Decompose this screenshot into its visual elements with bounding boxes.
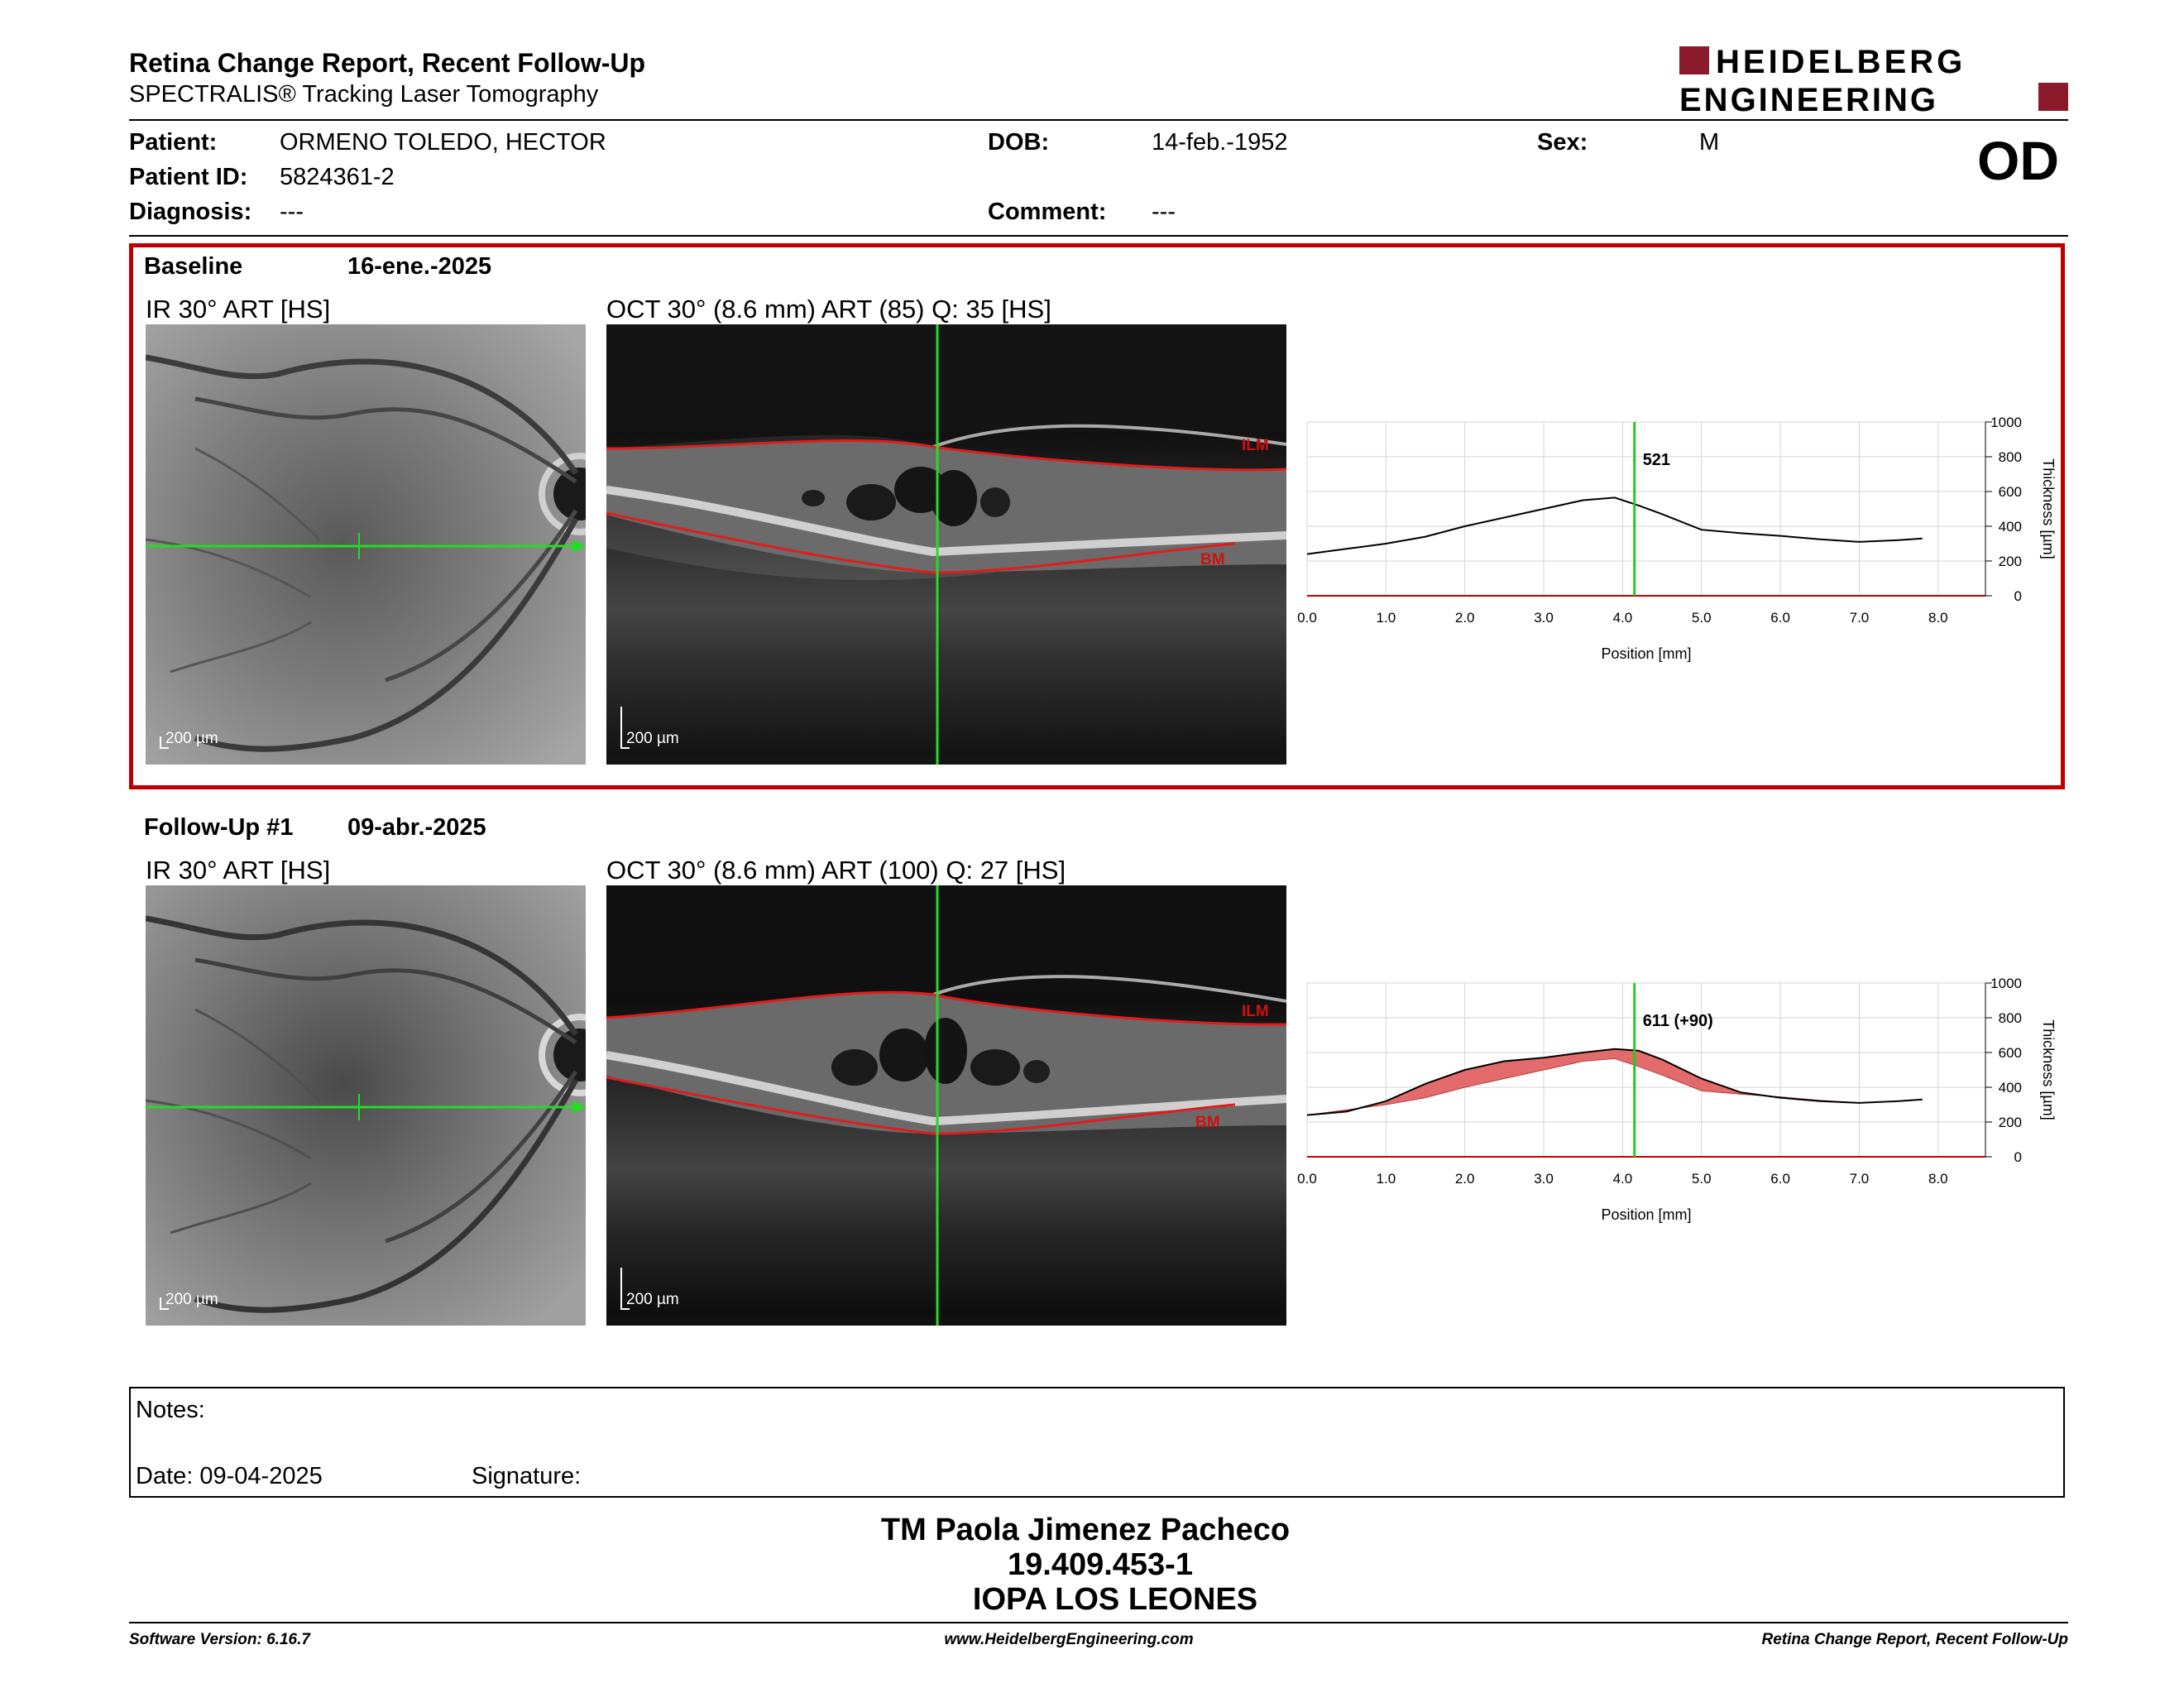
followup-oct-bscan-image[interactable]: ILM BM 200 µm [606,885,1286,1326]
comment-value: --- [1152,199,1176,225]
x-tick-label: 1.0 [1377,610,1396,626]
x-axis-title: Position [mm] [1601,645,1691,662]
eye-indicator: OD [1977,130,2059,191]
followup-oct-title: OCT 30° (8.6 mm) ART (100) Q: 27 [HS] [606,856,1066,885]
y-tick-label: 400 [1999,519,2022,535]
series-line [1306,1048,1923,1116]
svg-text:200 µm: 200 µm [626,730,679,747]
footer-rule [129,1622,2068,1623]
y-tick-label: 200 [1999,554,2022,569]
x-tick-label: 4.0 [1613,610,1633,626]
followup-date: 09-abr.-2025 [347,814,486,841]
svg-text:HEIDELBERG: HEIDELBERG [1716,44,1966,80]
signature-label: Signature: [472,1463,582,1489]
sex-label: Sex: [1537,129,1588,156]
followup-thickness-chart[interactable]: 0.0 1.0 2.0 3.0 4.0 5.0 6.0 7.0 8.0 0 200 400 600 800… [1274,966,2068,1231]
notes-label: Notes: [136,1397,205,1423]
footer-report-name: Retina Change Report, Recent Follow-Up [1761,1631,2068,1648]
patient-label: Patient: [129,129,218,156]
y-tick-label: 1000 [1990,976,2022,991]
y-tick-label: 600 [1999,484,2022,500]
dob-value: 14-feb.-1952 [1152,129,1288,156]
svg-text:ILM: ILM [1242,437,1269,454]
svg-text:200 µm: 200 µm [626,1291,679,1308]
y-axis-title: Thickness [µm] [2040,1019,2057,1120]
y-tick-label: 0 [2014,588,2022,604]
baseline-oct-title: OCT 30° (8.6 mm) ART (85) Q: 35 [HS] [606,295,1051,324]
cursor-value-label: 611 (+90) [1643,1012,1713,1030]
technician-name: TM Paola Jimenez Pacheco [880,1513,1291,1547]
baseline-ir-title: IR 30° ART [HS] [146,295,331,324]
notes-box[interactable]: Notes: Date: 09-04-2025 Signature: [129,1387,2065,1498]
baseline-oct-bscan-image[interactable]: ILM BM 200 µm [606,324,1286,765]
x-tick-label: 8.0 [1928,610,1948,626]
x-tick-label: 7.0 [1850,1171,1870,1187]
x-tick-label: 8.0 [1928,1171,1948,1187]
baseline-thickness-chart[interactable]: 0.0 1.0 2.0 3.0 4.0 5.0 6.0 7.0 8.0 0 200 400 600 800… [1274,405,2068,670]
header-rule [129,119,2068,121]
x-tick-label: 1.0 [1377,1171,1396,1187]
y-tick-label: 1000 [1990,415,2022,430]
x-tick-label: 4.0 [1613,1171,1633,1187]
svg-text:200 µm: 200 µm [165,730,218,747]
followup-ir-title: IR 30° ART [HS] [146,856,331,885]
svg-text:ILM: ILM [1242,1003,1269,1020]
patient-name: ORMENO TOLEDO, HECTOR [280,129,606,156]
report-subtitle: SPECTRALIS® Tracking Laser Tomography [129,81,599,108]
x-tick-label: 6.0 [1770,610,1790,626]
x-axis-title: Position [mm] [1601,1206,1691,1223]
svg-text:BM: BM [1200,551,1225,568]
website-link[interactable]: www.HeidelbergEngineering.com [944,1631,1194,1648]
cursor-value-label: 521 [1643,451,1670,469]
svg-text:ENGINEERING: ENGINEERING [1679,82,1938,117]
x-tick-label: 7.0 [1850,610,1870,626]
baseline-label: Baseline [144,253,243,280]
y-tick-label: 600 [1999,1045,2022,1061]
x-tick-label: 2.0 [1455,610,1475,626]
x-tick-label: 2.0 [1455,1171,1475,1187]
baseline-highlight-box [129,243,2065,789]
comment-label: Comment: [988,199,1107,225]
x-tick-label: 3.0 [1534,610,1554,626]
baseline-ir-fundus-image[interactable]: 200 µm [146,324,586,765]
followup-label: Follow-Up #1 [144,814,294,841]
y-tick-label: 0 [2014,1149,2022,1165]
baseline-date: 16-ene.-2025 [347,253,492,280]
report-title: Retina Change Report, Recent Follow-Up [129,48,646,78]
y-tick-label: 200 [1999,1115,2022,1130]
x-tick-label: 3.0 [1534,1171,1554,1187]
diagnosis-value: --- [280,199,304,225]
x-tick-label: 0.0 [1297,610,1317,626]
technician-id: 19.409.453-1 [1008,1547,1193,1582]
series-line [1306,496,1923,555]
x-tick-label: 5.0 [1692,1171,1712,1187]
heidelberg-logo: HEIDELBERG ENGINEERING [1679,44,2068,117]
software-version: Software Version: 6.16.7 [129,1631,310,1648]
y-axis-title: Thickness [µm] [2040,458,2057,559]
x-tick-label: 0.0 [1297,1171,1317,1187]
patient-rule [129,235,2068,237]
x-tick-label: 6.0 [1770,1171,1790,1187]
chart-plot-area [1306,982,1986,1158]
institution-name: IOPA LOS LEONES [972,1582,1258,1617]
svg-text:BM: BM [1195,1114,1220,1131]
y-tick-label: 800 [1999,1010,2022,1026]
followup-ir-fundus-image[interactable]: 200 µm [146,885,586,1326]
patient-id-label: Patient ID: [129,164,248,190]
patient-id: 5824361-2 [280,164,395,190]
diagnosis-label: Diagnosis: [129,199,252,225]
dob-label: DOB: [988,129,1050,156]
notes-date: Date: 09-04-2025 [136,1463,323,1489]
y-tick-label: 800 [1999,449,2022,465]
y-tick-label: 400 [1999,1080,2022,1096]
svg-text:200 µm: 200 µm [165,1291,218,1308]
sex-value: M [1699,129,1720,156]
x-tick-label: 5.0 [1692,610,1712,626]
